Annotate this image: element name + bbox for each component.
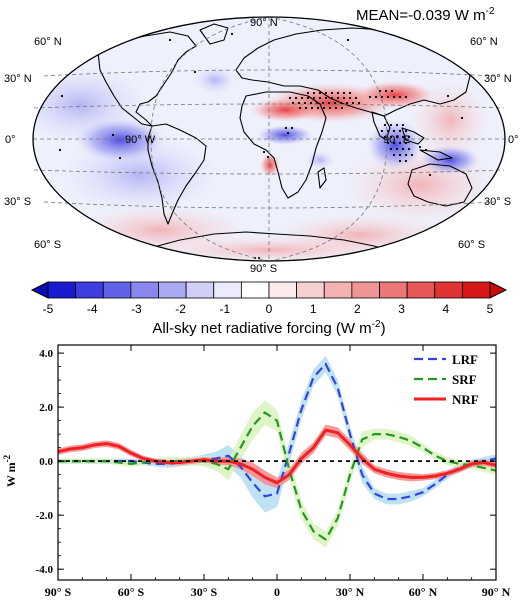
y-axis-ticks: 4.0 2.0 0.0 -2.0 -4.0 [36,348,496,576]
colorbar-low-arrow [30,281,49,299]
legend-label-nrf: NRF [452,392,479,407]
colorbar-cell [461,281,491,299]
colorbar-cell [379,281,408,299]
colorbar-title: All-sky net radiative forcing (W m-2) [152,319,385,337]
colorbar-tick-label: -4 [87,302,98,316]
colorbar-cell [268,281,298,299]
x-tick-label: 30° N [336,585,365,599]
lat-label-90s: 90° S [250,263,277,275]
significance-stippling [58,32,464,260]
line-srf [58,411,497,541]
lat-label-left-0: 0° [5,134,16,146]
x-tick-label: 90° S [45,585,72,599]
colorbar-cell [323,281,353,299]
legend-label-srf: SRF [452,372,477,387]
x-tick-label: 90° N [482,585,511,599]
legend: LRF SRF NRF [414,352,479,407]
colorbar: -5 -4 -3 -2 -1 0 1 2 3 4 5 All-sky net radiative f… [30,281,508,337]
lat-label-left-60n: 60° N [34,36,62,48]
forcing-map-panel: 90° N 90° S 60° N 30° N 0° 30° S 60° S 6… [0,0,522,275]
lon-label-90w: 90° W [125,134,156,146]
colorbar-high-arrow [489,281,508,299]
y-tick-label: 2.0 [39,402,53,414]
colorbar-cell [102,281,132,299]
graticule [33,16,505,262]
colorbar-tick-label: -5 [43,302,54,316]
x-tick-label: 60° S [118,585,145,599]
colorbar-cell [75,281,104,299]
map-field [33,17,505,261]
colorbar-tick-label: 2 [354,302,361,316]
x-tick-label: 30° S [191,585,218,599]
x-axis-ticks: 90° S 60° S 30° S 0 30° N 60° N 90° N [45,345,511,599]
y-tick-label: 0.0 [39,456,53,468]
colorbar-tick-label: 0 [266,302,273,316]
colorbar-tick-label: 3 [398,302,405,316]
lat-label-90n: 90° N [250,17,278,29]
lat-label-left-60s: 60° S [34,239,61,251]
colorbar-cell [158,281,187,299]
zonal-mean-plot-panel: 90° S 60° S 30° S 0 30° N 60° N 90° N 4.0 2.0 0.… [0,337,522,600]
lat-label-right-30n: 30° N [484,73,512,85]
colorbar-cell [240,281,270,299]
lon-label-90e: 90° E [383,134,410,146]
colorbar-cell [296,281,325,299]
colorbar-panel: -5 -4 -3 -2 -1 0 1 2 3 4 5 All-sky net radiative f… [0,275,522,337]
lat-label-left-30n: 30° N [4,73,32,85]
y-axis-label: W m-2 [2,454,18,487]
y-tick-label: -2.0 [36,510,54,522]
colorbar-tick-label: -1 [219,302,230,316]
colorbar-cell [213,281,242,299]
colorbar-cell [47,281,77,299]
mean-annotation: MEAN=-0.039 W m-2 [356,6,495,24]
colorbar-cell [130,281,159,299]
lat-label-left-30s: 30° S [4,196,31,208]
forcing-map: 90° N 90° S 60° N 30° N 0° 30° S 60° S 6… [4,6,519,275]
x-tick-label: 60° N [409,585,438,599]
y-tick-label: -4.0 [36,564,54,576]
band-srf [58,400,496,548]
lat-label-right-60s: 60° S [458,239,485,251]
colorbar-tick-label: -2 [175,302,186,316]
colorbar-ticks: -5 -4 -3 -2 -1 0 1 2 3 4 5 [43,302,494,316]
colorbar-cell [406,281,436,299]
colorbar-cell [185,281,215,299]
globe-outline [32,16,506,262]
colorbar-tick-label: 1 [310,302,317,316]
x-tick-label: 0 [274,585,280,599]
lat-label-right-60n: 60° N [470,36,498,48]
lat-label-right-0: 0° [508,134,519,146]
colorbar-tick-label: 4 [442,302,449,316]
lat-label-right-30s: 30° S [484,196,511,208]
y-tick-label: 4.0 [39,348,53,360]
colorbar-cell [434,281,463,299]
colorbar-cells [47,281,491,299]
legend-label-lrf: LRF [452,352,478,367]
line-nrf [57,428,497,485]
colorbar-cell [351,281,380,299]
colorbar-tick-label: -3 [131,302,142,316]
zonal-mean-plot: 90° S 60° S 30° S 0 30° N 60° N 90° N 4.0 2.0 0.… [2,344,511,599]
colorbar-tick-label: 5 [487,302,494,316]
coastlines [97,23,473,255]
